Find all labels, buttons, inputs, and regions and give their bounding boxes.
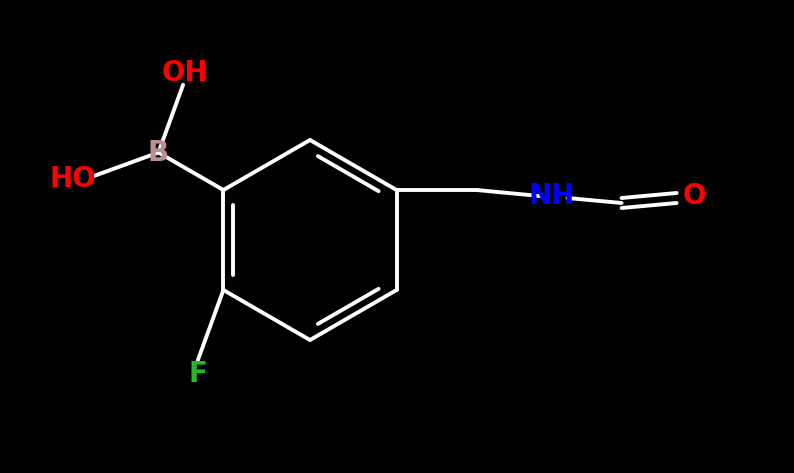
Text: F: F xyxy=(188,360,207,388)
Text: NH: NH xyxy=(529,182,575,210)
Text: OH: OH xyxy=(162,59,208,87)
Text: B: B xyxy=(148,139,169,166)
Text: O: O xyxy=(683,182,707,210)
Text: HO: HO xyxy=(49,165,96,193)
